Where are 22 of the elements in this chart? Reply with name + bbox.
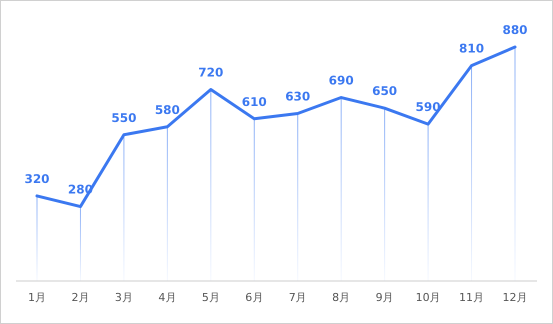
x-tick-label: 10月: [416, 291, 441, 304]
data-label: 880: [502, 23, 528, 37]
data-label: 650: [372, 84, 398, 98]
data-label: 610: [242, 94, 267, 109]
x-tick-label: 1月: [28, 291, 46, 304]
data-label: 810: [459, 42, 484, 56]
x-tick-label: 12月: [502, 291, 528, 304]
x-tick-label: 11月: [459, 291, 484, 304]
data-label: 720: [198, 66, 224, 80]
x-tick-label: 8月: [332, 291, 350, 304]
x-tick-label: 4月: [158, 291, 176, 304]
data-label: 690: [328, 74, 354, 88]
data-label: 550: [111, 110, 136, 125]
x-tick-label: 3月: [114, 291, 133, 304]
x-tick-label: 2月: [71, 291, 90, 304]
data-label: 580: [154, 102, 180, 117]
data-label: 320: [24, 172, 50, 186]
x-tick-label: 7月: [288, 291, 307, 304]
x-tick-label: 9月: [376, 291, 394, 304]
x-tick-label: 6月: [245, 291, 264, 304]
x-tick-label: 5月: [202, 291, 220, 304]
data-label: 630: [285, 89, 310, 104]
